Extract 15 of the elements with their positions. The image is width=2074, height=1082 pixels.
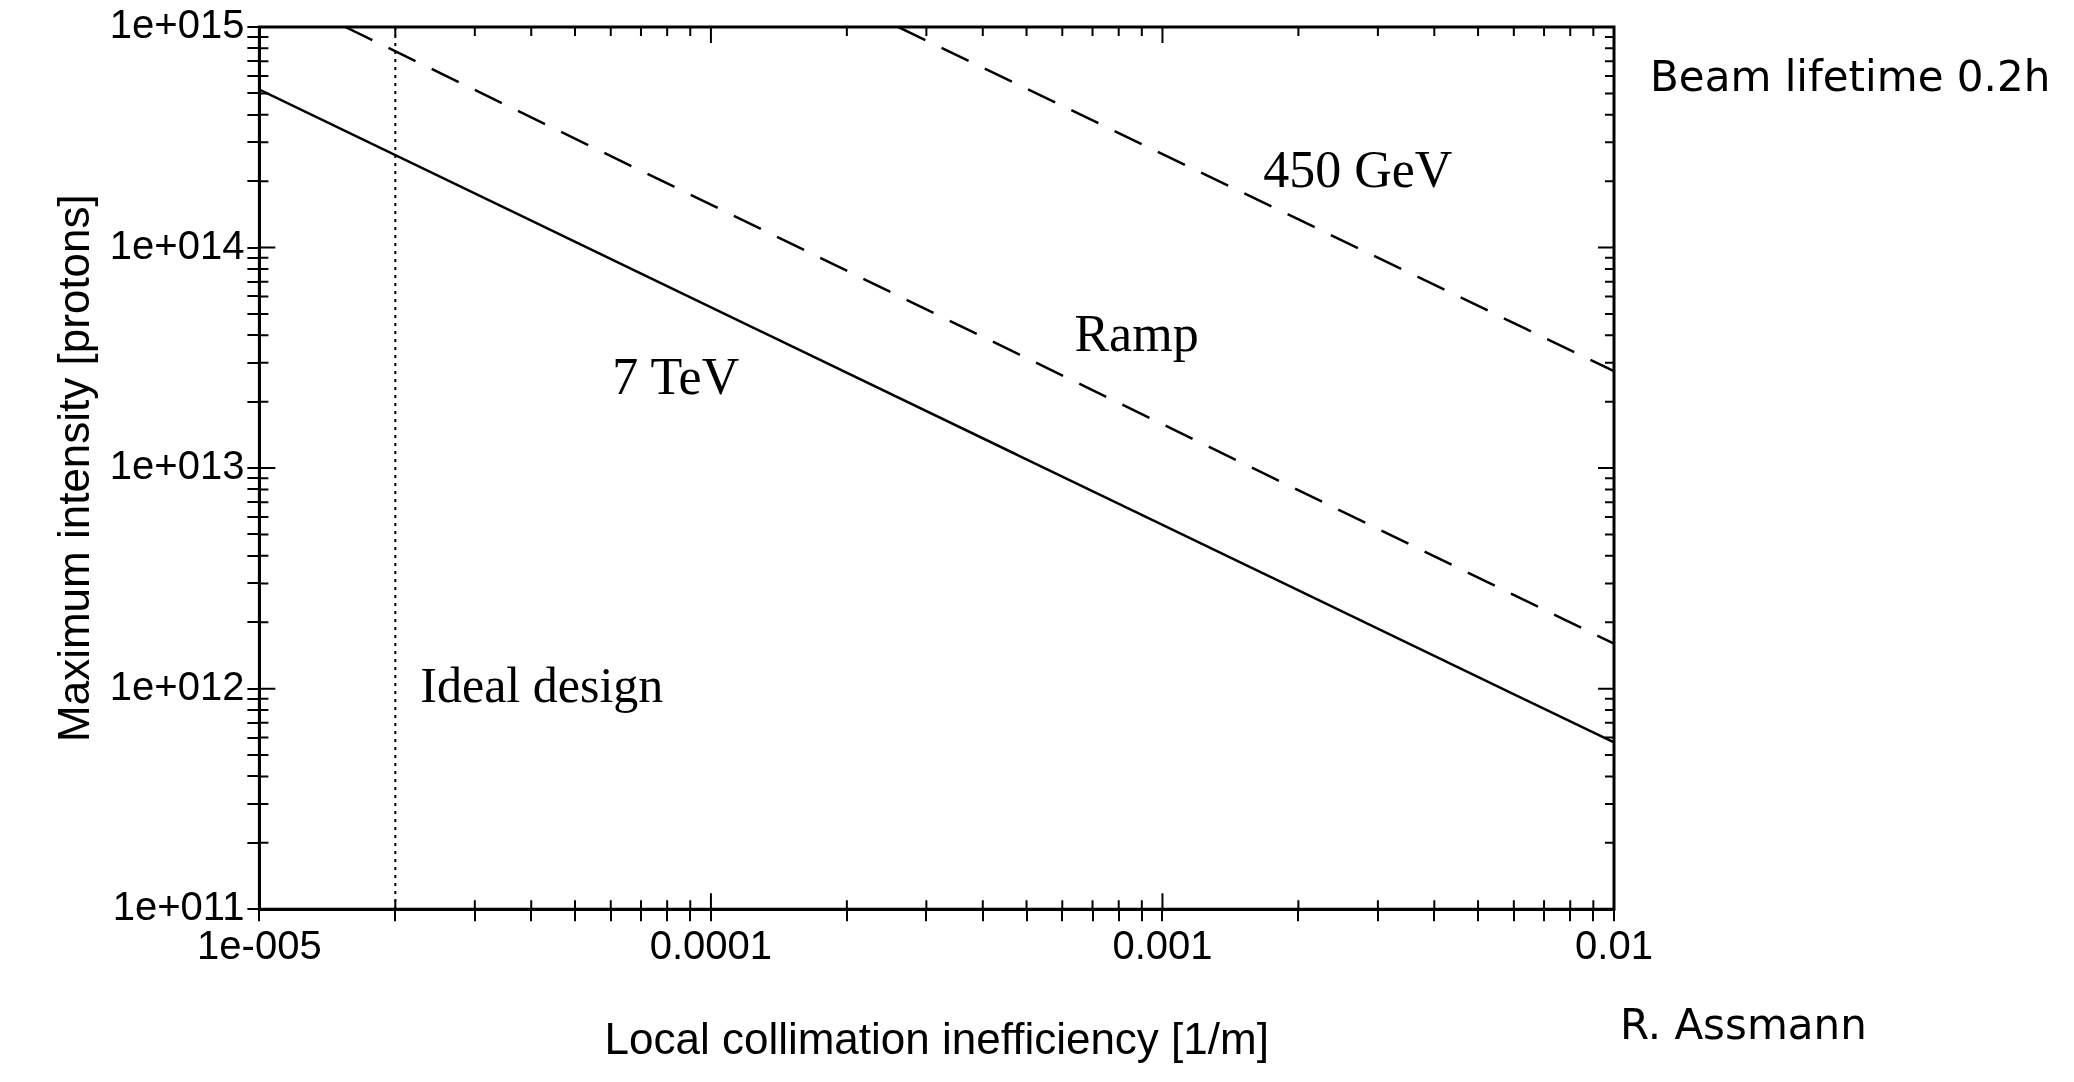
y-tick-label: 1e+014 xyxy=(109,222,245,267)
x-tick-label: 0.01 xyxy=(1575,923,1653,968)
text: R. Assmann xyxy=(1620,1000,1867,1049)
text: Beam lifetime 0.2h xyxy=(1650,52,2051,101)
series-label: 450 GeV xyxy=(1263,141,1453,199)
ref-line-label: Ideal design xyxy=(420,656,664,713)
y-tick-label: 1e+012 xyxy=(109,663,245,708)
series-label: Ramp xyxy=(1074,304,1199,362)
y-tick-label: 1e+015 xyxy=(109,2,245,47)
x-axis-title: Local collimation inefficiency [1/m] xyxy=(604,1013,1269,1063)
x-tick-label: 0.001 xyxy=(1112,923,1213,968)
y-axis-title: Maximum intensity [protons] xyxy=(48,194,98,742)
x-tick-label: 0.0001 xyxy=(649,923,773,968)
y-tick-label: 1e+013 xyxy=(109,443,245,488)
series-label: 7 TeV xyxy=(612,348,740,406)
